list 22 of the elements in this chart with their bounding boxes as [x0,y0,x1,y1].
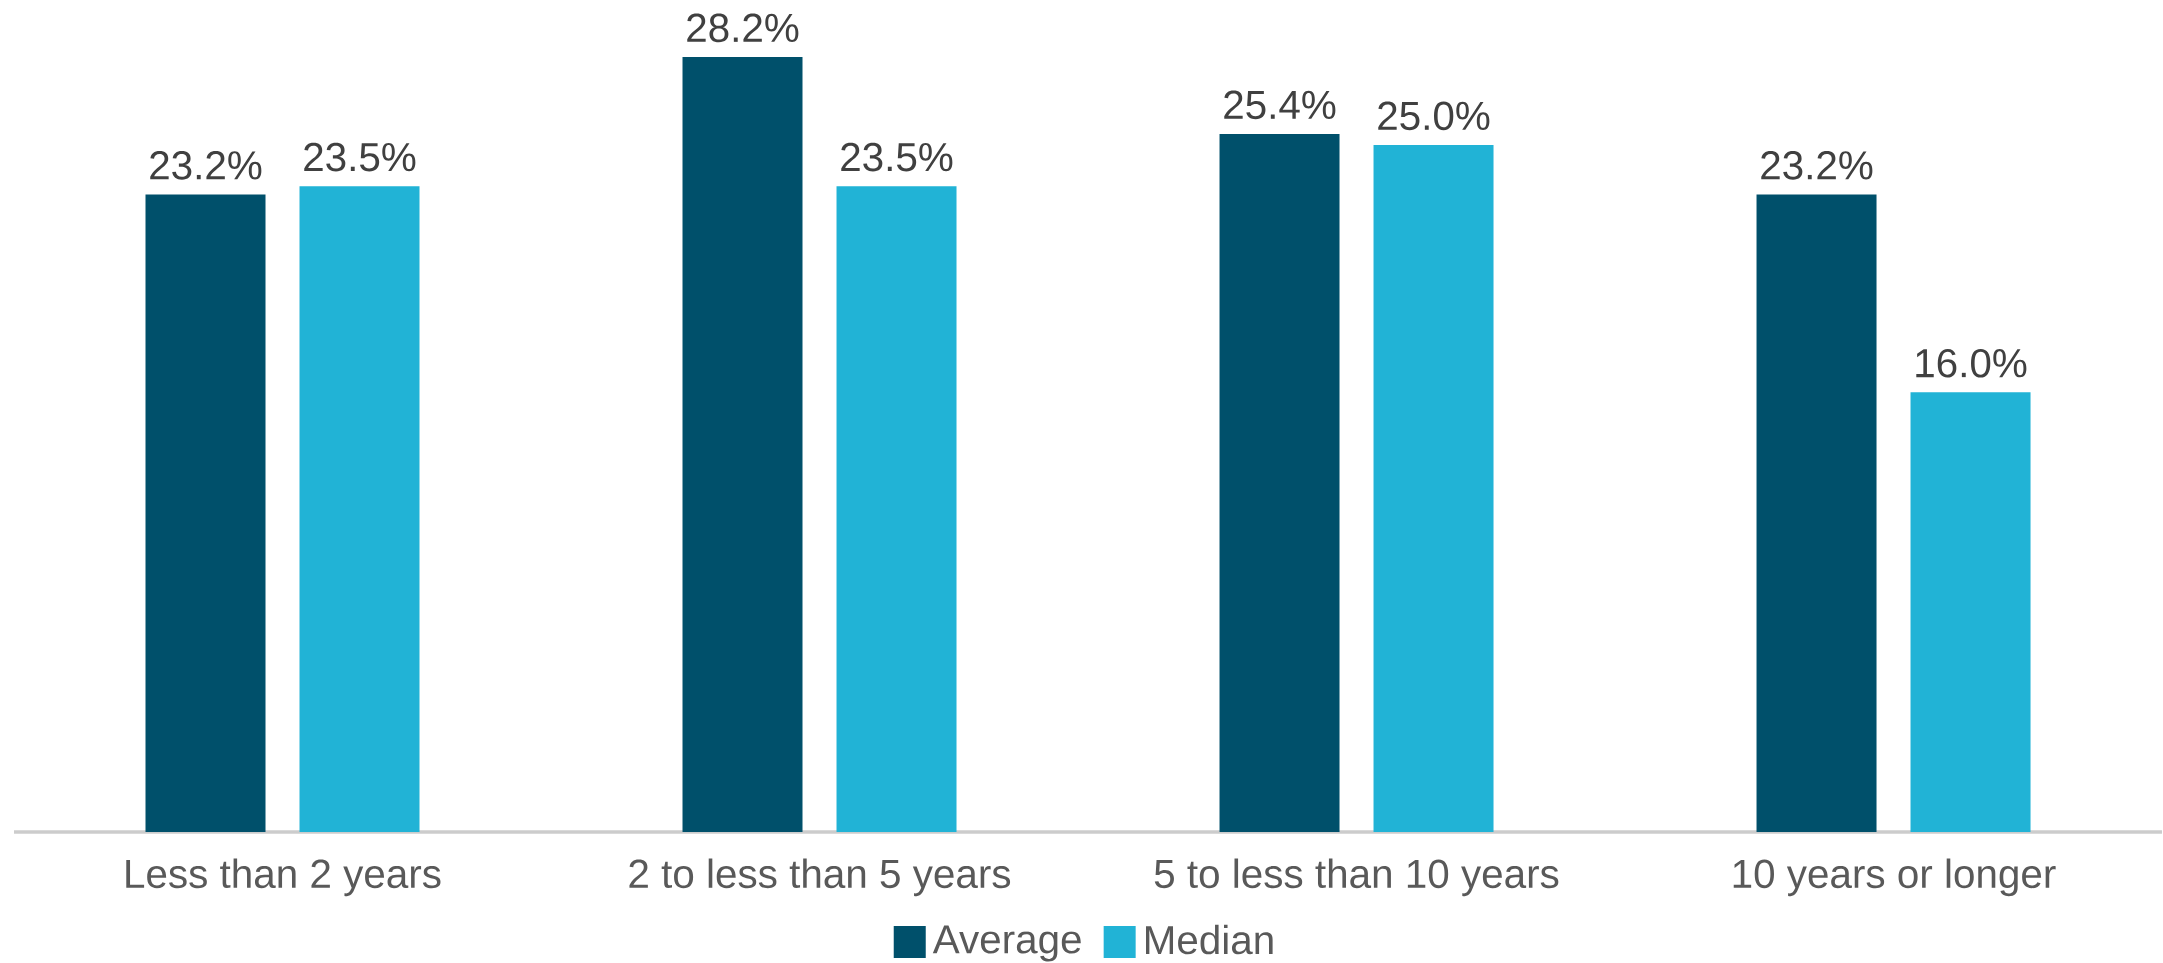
data-label: 25.4% [1224,90,1336,120]
x-tick-label: 2 to less than 5 years [629,858,1011,897]
bar [145,194,266,833]
data-label: 23.2% [1761,151,1873,180]
x-tick-label: 5 to less than 10 years [1154,858,1559,897]
data-label: 28.2% [687,13,799,43]
legend-label: Median [1146,924,1273,955]
legend-label: Average [932,925,1081,962]
data-label: 16.0% [1916,348,2027,378]
x-tick-label: 10 years or longer [1733,858,2056,897]
bar [299,186,420,833]
bar [682,57,803,833]
bar [836,186,957,833]
data-label: 25.0% [1378,101,1490,131]
bar [1756,194,1877,833]
data-label: 23.2% [150,151,262,180]
data-label: 23.5% [841,142,953,172]
bar [1219,133,1340,833]
x-tick-label: Less than 2 years [126,858,441,897]
data-label: 23.5% [304,142,416,172]
bar [1910,392,2031,833]
bar [1373,144,1494,833]
